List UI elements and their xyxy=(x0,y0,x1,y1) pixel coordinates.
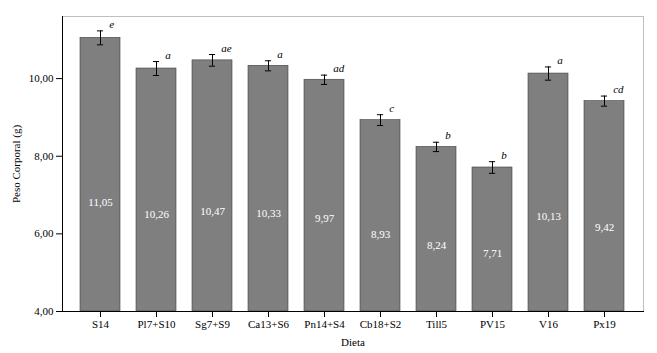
svg-text:Peso Corporal (g): Peso Corporal (g) xyxy=(10,125,23,204)
svg-text:Dieta: Dieta xyxy=(341,336,365,348)
svg-text:Ca13+S6: Ca13+S6 xyxy=(248,318,290,330)
svg-text:10,00: 10,00 xyxy=(29,72,54,84)
svg-text:a: a xyxy=(277,48,283,60)
svg-text:10,47: 10,47 xyxy=(200,205,225,217)
svg-text:Sg7+S9: Sg7+S9 xyxy=(195,318,230,330)
svg-text:a: a xyxy=(165,49,171,61)
svg-text:b: b xyxy=(445,129,451,141)
svg-text:b: b xyxy=(501,149,507,161)
svg-text:Pn14+S4: Pn14+S4 xyxy=(304,318,345,330)
svg-text:10,26: 10,26 xyxy=(144,208,169,220)
svg-text:Cb18+S2: Cb18+S2 xyxy=(360,318,402,330)
svg-text:7,71: 7,71 xyxy=(483,247,502,259)
svg-text:10,33: 10,33 xyxy=(256,207,281,219)
svg-text:a: a xyxy=(557,54,563,66)
svg-text:PV15: PV15 xyxy=(480,318,506,330)
svg-text:Till5: Till5 xyxy=(426,318,448,330)
svg-text:9,97: 9,97 xyxy=(315,212,335,224)
svg-text:c: c xyxy=(389,102,394,114)
svg-text:ae: ae xyxy=(221,42,232,54)
svg-text:V16: V16 xyxy=(539,318,558,330)
svg-text:8,00: 8,00 xyxy=(34,150,54,162)
svg-text:9,42: 9,42 xyxy=(595,221,614,233)
svg-text:4,00: 4,00 xyxy=(34,305,54,317)
svg-text:6,00: 6,00 xyxy=(34,227,54,239)
svg-text:ad: ad xyxy=(333,62,345,74)
svg-text:S14: S14 xyxy=(92,318,110,330)
svg-text:Pl7+S10: Pl7+S10 xyxy=(138,318,176,330)
svg-text:8,93: 8,93 xyxy=(371,228,391,240)
svg-text:8,24: 8,24 xyxy=(427,239,447,251)
svg-text:e: e xyxy=(109,18,114,30)
svg-text:cd: cd xyxy=(613,83,624,95)
svg-text:Px19: Px19 xyxy=(593,318,616,330)
svg-text:11,05: 11,05 xyxy=(88,196,113,208)
svg-text:10,13: 10,13 xyxy=(536,210,561,222)
